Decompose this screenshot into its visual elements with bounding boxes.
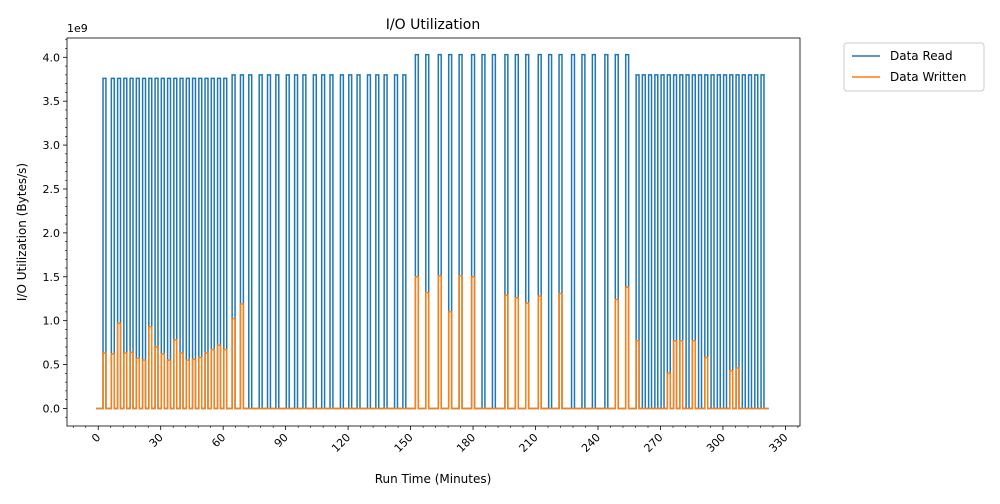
legend-label-data-read: Data Read: [890, 49, 953, 63]
y-axis: 0.0 0.5 1.0 1.5 2.0 2.5 3.0 3.5 4.0: [43, 39, 67, 418]
plot-frame: [66, 37, 801, 427]
y-axis-label: I/O Utilization (Bytes/s): [15, 163, 29, 301]
series-line-data-read: [96, 53, 769, 410]
legend-box: [843, 42, 985, 92]
y-tick-label: 4.0: [43, 51, 61, 64]
series-group: [96, 53, 769, 410]
y-tick-label: 0.5: [43, 359, 61, 372]
y-axis-offset-label: 1e9: [67, 22, 88, 35]
y-tick-label: 1.5: [43, 271, 61, 284]
y-tick-label: 1.0: [43, 315, 61, 328]
series-line-data-written: [96, 275, 769, 410]
y-tick-label: 2.0: [43, 227, 61, 240]
plot-area: [66, 37, 801, 427]
x-axis-label: Run Time (Minutes): [375, 472, 492, 486]
y-tick-label: 0.0: [43, 402, 61, 415]
chart-title: I/O Utilization: [386, 17, 480, 33]
legend-label-data-written: Data Written: [890, 70, 966, 84]
y-tick-label: 3.5: [43, 95, 61, 108]
legend: Data Read Data Written: [843, 42, 985, 92]
y-tick-label: 3.0: [43, 139, 61, 152]
y-tick-label: 2.5: [43, 183, 61, 196]
